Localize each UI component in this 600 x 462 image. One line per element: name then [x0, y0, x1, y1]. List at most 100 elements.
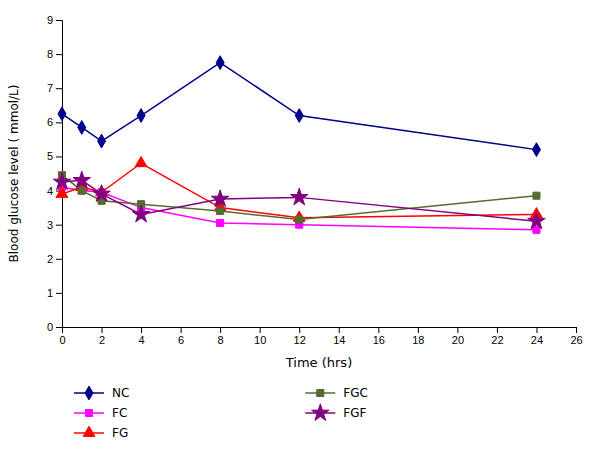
tick: 8 [218, 327, 224, 346]
series [56, 156, 542, 221]
tick: 12 [294, 327, 306, 346]
tick-mark [418, 327, 419, 333]
tick: 8 [47, 48, 62, 60]
tick-mark [339, 327, 340, 333]
legend: NC FC FG FGC FGF [74, 386, 368, 440]
legend-symbol [83, 426, 95, 436]
tick-label: 2 [99, 334, 105, 346]
tick: 14 [333, 327, 345, 346]
tick-mark [141, 327, 142, 333]
tick: 2 [47, 253, 62, 265]
point [217, 207, 224, 214]
series [53, 171, 545, 229]
tick-label: 5 [47, 150, 53, 162]
tick-label: 6 [178, 334, 184, 346]
tick-label: 18 [412, 334, 424, 346]
tick-label: 9 [47, 14, 53, 26]
tick: 6 [47, 116, 62, 128]
tick-mark [260, 327, 261, 333]
tick: 4 [139, 327, 145, 346]
tick-mark [56, 156, 62, 157]
tick: 20 [452, 327, 464, 346]
legend-symbol [312, 404, 329, 421]
tick-label: 8 [218, 334, 224, 346]
point [78, 187, 85, 194]
tick-mark [220, 327, 221, 333]
point [528, 212, 545, 229]
tick-mark [457, 327, 458, 333]
tick-mark [536, 327, 537, 333]
tick-label: 1 [47, 287, 53, 299]
tick-label: 3 [47, 219, 53, 231]
tick-mark [56, 88, 62, 89]
tick-mark [497, 327, 498, 333]
tick-mark [56, 327, 62, 328]
tick-label: 8 [47, 48, 53, 60]
legend-label: FG [112, 426, 128, 440]
legend-item: NC [74, 386, 129, 400]
tick-label: 7 [47, 82, 53, 94]
tick-mark [181, 327, 182, 333]
point [137, 109, 145, 123]
point [132, 205, 149, 222]
tick-label: 6 [47, 116, 53, 128]
line [62, 175, 536, 219]
tick: 1 [47, 287, 62, 299]
tick-label: 26 [570, 334, 582, 346]
point [290, 188, 307, 205]
point [532, 143, 540, 157]
point [211, 190, 228, 207]
plot: 024681012141618202224260123456789 [47, 14, 583, 346]
series [58, 56, 540, 157]
tick: 26 [570, 327, 582, 346]
legend-item: FC [74, 406, 127, 420]
point [98, 134, 106, 148]
tick-label: 20 [452, 334, 464, 346]
point [58, 107, 66, 121]
series [58, 172, 540, 223]
tick: 7 [47, 82, 62, 94]
legend-symbol [85, 386, 93, 400]
tick-mark [299, 327, 300, 333]
point [73, 171, 90, 188]
legend-label: FC [112, 406, 127, 420]
tick-mark [378, 327, 379, 333]
tick-label: 0 [59, 334, 65, 346]
tick: 0 [47, 321, 62, 333]
tick-label: 12 [294, 334, 306, 346]
tick-mark [576, 327, 577, 333]
tick-mark [102, 327, 103, 333]
legend-label: FGC [343, 386, 368, 400]
tick: 3 [47, 219, 62, 231]
legend-label: NC [112, 386, 129, 400]
line [62, 63, 536, 150]
point [135, 156, 147, 166]
legend-item: FG [74, 426, 128, 440]
tick: 22 [491, 327, 503, 346]
tick-mark [56, 259, 62, 260]
tick-mark [56, 122, 62, 123]
tick-mark [56, 225, 62, 226]
axis-line [63, 328, 577, 334]
tick-label: 2 [47, 253, 53, 265]
tick: 24 [531, 327, 543, 346]
y-axis-title: Blood glucose level ( mmol/L) [7, 85, 21, 263]
tick: 9 [47, 14, 62, 26]
tick-label: 4 [47, 185, 53, 197]
x-axis-title: Time (hrs) [285, 355, 352, 370]
line [62, 180, 536, 221]
tick: 10 [254, 327, 266, 346]
tick: 2 [99, 327, 105, 346]
legend-symbol [317, 389, 324, 396]
tick-label: 0 [47, 321, 53, 333]
point [295, 109, 303, 123]
tick-mark [56, 54, 62, 55]
legend-label: FGF [343, 406, 366, 420]
point [78, 187, 85, 194]
x-axis: 02468101214161820222426 [59, 327, 582, 346]
tick-label: 16 [373, 334, 385, 346]
point [217, 219, 224, 226]
point [93, 185, 110, 202]
legend-symbol [85, 409, 92, 416]
tick-label: 14 [333, 334, 345, 346]
